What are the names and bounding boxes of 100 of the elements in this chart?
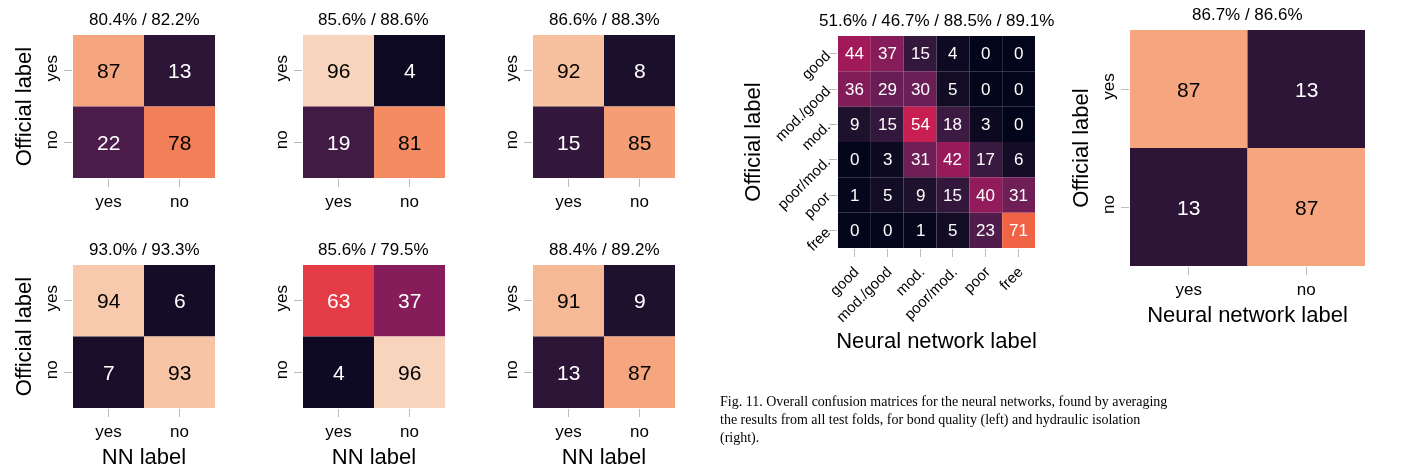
data-label: 96 [327,59,351,82]
data-label: 30 [911,80,930,99]
y-tick-label: no [272,130,292,150]
data-label: 37 [878,44,897,63]
data-label: 18 [943,115,962,134]
data-label: 15 [878,115,897,134]
data-label: 4 [404,59,416,82]
data-label: 3 [883,150,893,169]
data-label: 9 [916,186,926,205]
data-label: 40 [976,186,995,205]
data-label: 87 [628,361,652,384]
data-label: 13 [1177,196,1201,219]
data-label: 29 [878,80,897,99]
data-label: 63 [327,289,351,312]
x-tick-label: yes [95,422,122,442]
data-label: 31 [1009,186,1028,205]
x-tick-label: no [630,422,649,442]
x-tick-label: yes [325,192,352,212]
data-label: 5 [948,221,958,240]
data-label: 0 [981,44,991,63]
chart-title: 93.0% / 93.3% [89,240,200,259]
data-label: 92 [557,59,581,82]
data-label: 13 [168,59,192,82]
data-label: 91 [557,289,581,312]
chart-title: 51.6% / 46.7% / 88.5% / 89.1% [819,11,1055,30]
data-label: 19 [327,131,351,154]
x-tick-label: free [995,262,1026,294]
data-label: 78 [168,131,192,154]
data-label: 0 [883,221,893,240]
data-label: 85 [628,131,652,154]
x-axis-title: NN label [331,444,417,469]
data-label: 1 [850,186,860,205]
data-label: 13 [557,361,581,384]
data-label: 0 [1014,80,1024,99]
y-tick-label: yes [272,54,292,82]
data-label: 71 [1009,221,1028,240]
data-label: 6 [1014,150,1024,169]
x-tick-label: yes [95,192,122,212]
data-label: 4 [333,361,345,384]
data-label: 93 [168,361,192,384]
data-label: 94 [97,289,121,312]
data-label: 15 [911,44,930,63]
y-tick-label: no [272,360,292,380]
y-axis-title: Official label [11,46,36,167]
x-axis-title: NN label [101,444,187,469]
data-label: 0 [1014,44,1024,63]
data-label: 31 [911,150,930,169]
data-label: 13 [1295,78,1319,101]
data-label: 81 [398,131,422,154]
y-axis-title: Official label [740,82,766,202]
chart-title: 86.7% / 86.6% [1192,5,1303,24]
data-label: 0 [1014,115,1024,134]
data-label: 17 [976,150,995,169]
x-tick-label: no [170,192,189,212]
x-axis-title: Neural network label [836,327,1037,353]
x-tick-label: no [400,192,419,212]
data-label: 96 [398,361,422,384]
x-tick-label: no [630,192,649,212]
data-label: 7 [103,361,115,384]
data-label: 37 [398,289,422,312]
y-tick-label: no [502,130,522,150]
data-label: 87 [1295,196,1319,219]
data-label: 23 [976,221,995,240]
x-axis-title: NN label [561,444,647,469]
chart-title: 80.4% / 82.2% [89,10,200,29]
chart-title: 88.4% / 89.2% [549,240,660,259]
x-tick-label: yes [555,422,582,442]
y-tick-label: no [42,130,62,150]
x-tick-label: yes [325,422,352,442]
data-label: 0 [850,221,860,240]
x-tick-label: no [400,422,419,442]
data-label: 3 [981,115,991,134]
data-label: 4 [948,44,958,63]
data-label: 9 [634,289,646,312]
data-label: 1 [916,221,926,240]
data-label: 87 [97,59,121,82]
data-label: 0 [850,150,860,169]
data-label: 22 [97,131,121,154]
y-axis-title: Official label [1068,88,1093,208]
chart-title: 85.6% / 79.5% [318,240,429,259]
data-label: 5 [948,80,958,99]
x-tick-label: yes [555,192,582,212]
chart-title: 86.6% / 88.3% [549,10,660,29]
data-label: 44 [845,44,864,63]
data-label: 9 [850,115,860,134]
data-label: 5 [883,186,893,205]
y-tick-label: free [803,223,834,254]
chart-title: 85.6% / 88.6% [318,10,429,29]
y-tick-label: no [42,360,62,380]
data-label: 8 [634,59,646,82]
data-label: 15 [557,131,581,154]
data-label: 42 [943,150,962,169]
caption: Fig. 11. Overall confusion matrices for the neural networks, found by averaging the results from all test folds, for bond quality (left) and hydraulic isolation (right). [720,394,1168,447]
data-label: 36 [845,80,864,99]
data-label: 0 [981,80,991,99]
data-label: 6 [174,289,186,312]
x-axis-title: Neural network label [1147,302,1348,328]
data-label: 54 [911,115,930,134]
data-label: 15 [943,186,962,205]
y-tick-label: yes [502,54,522,82]
